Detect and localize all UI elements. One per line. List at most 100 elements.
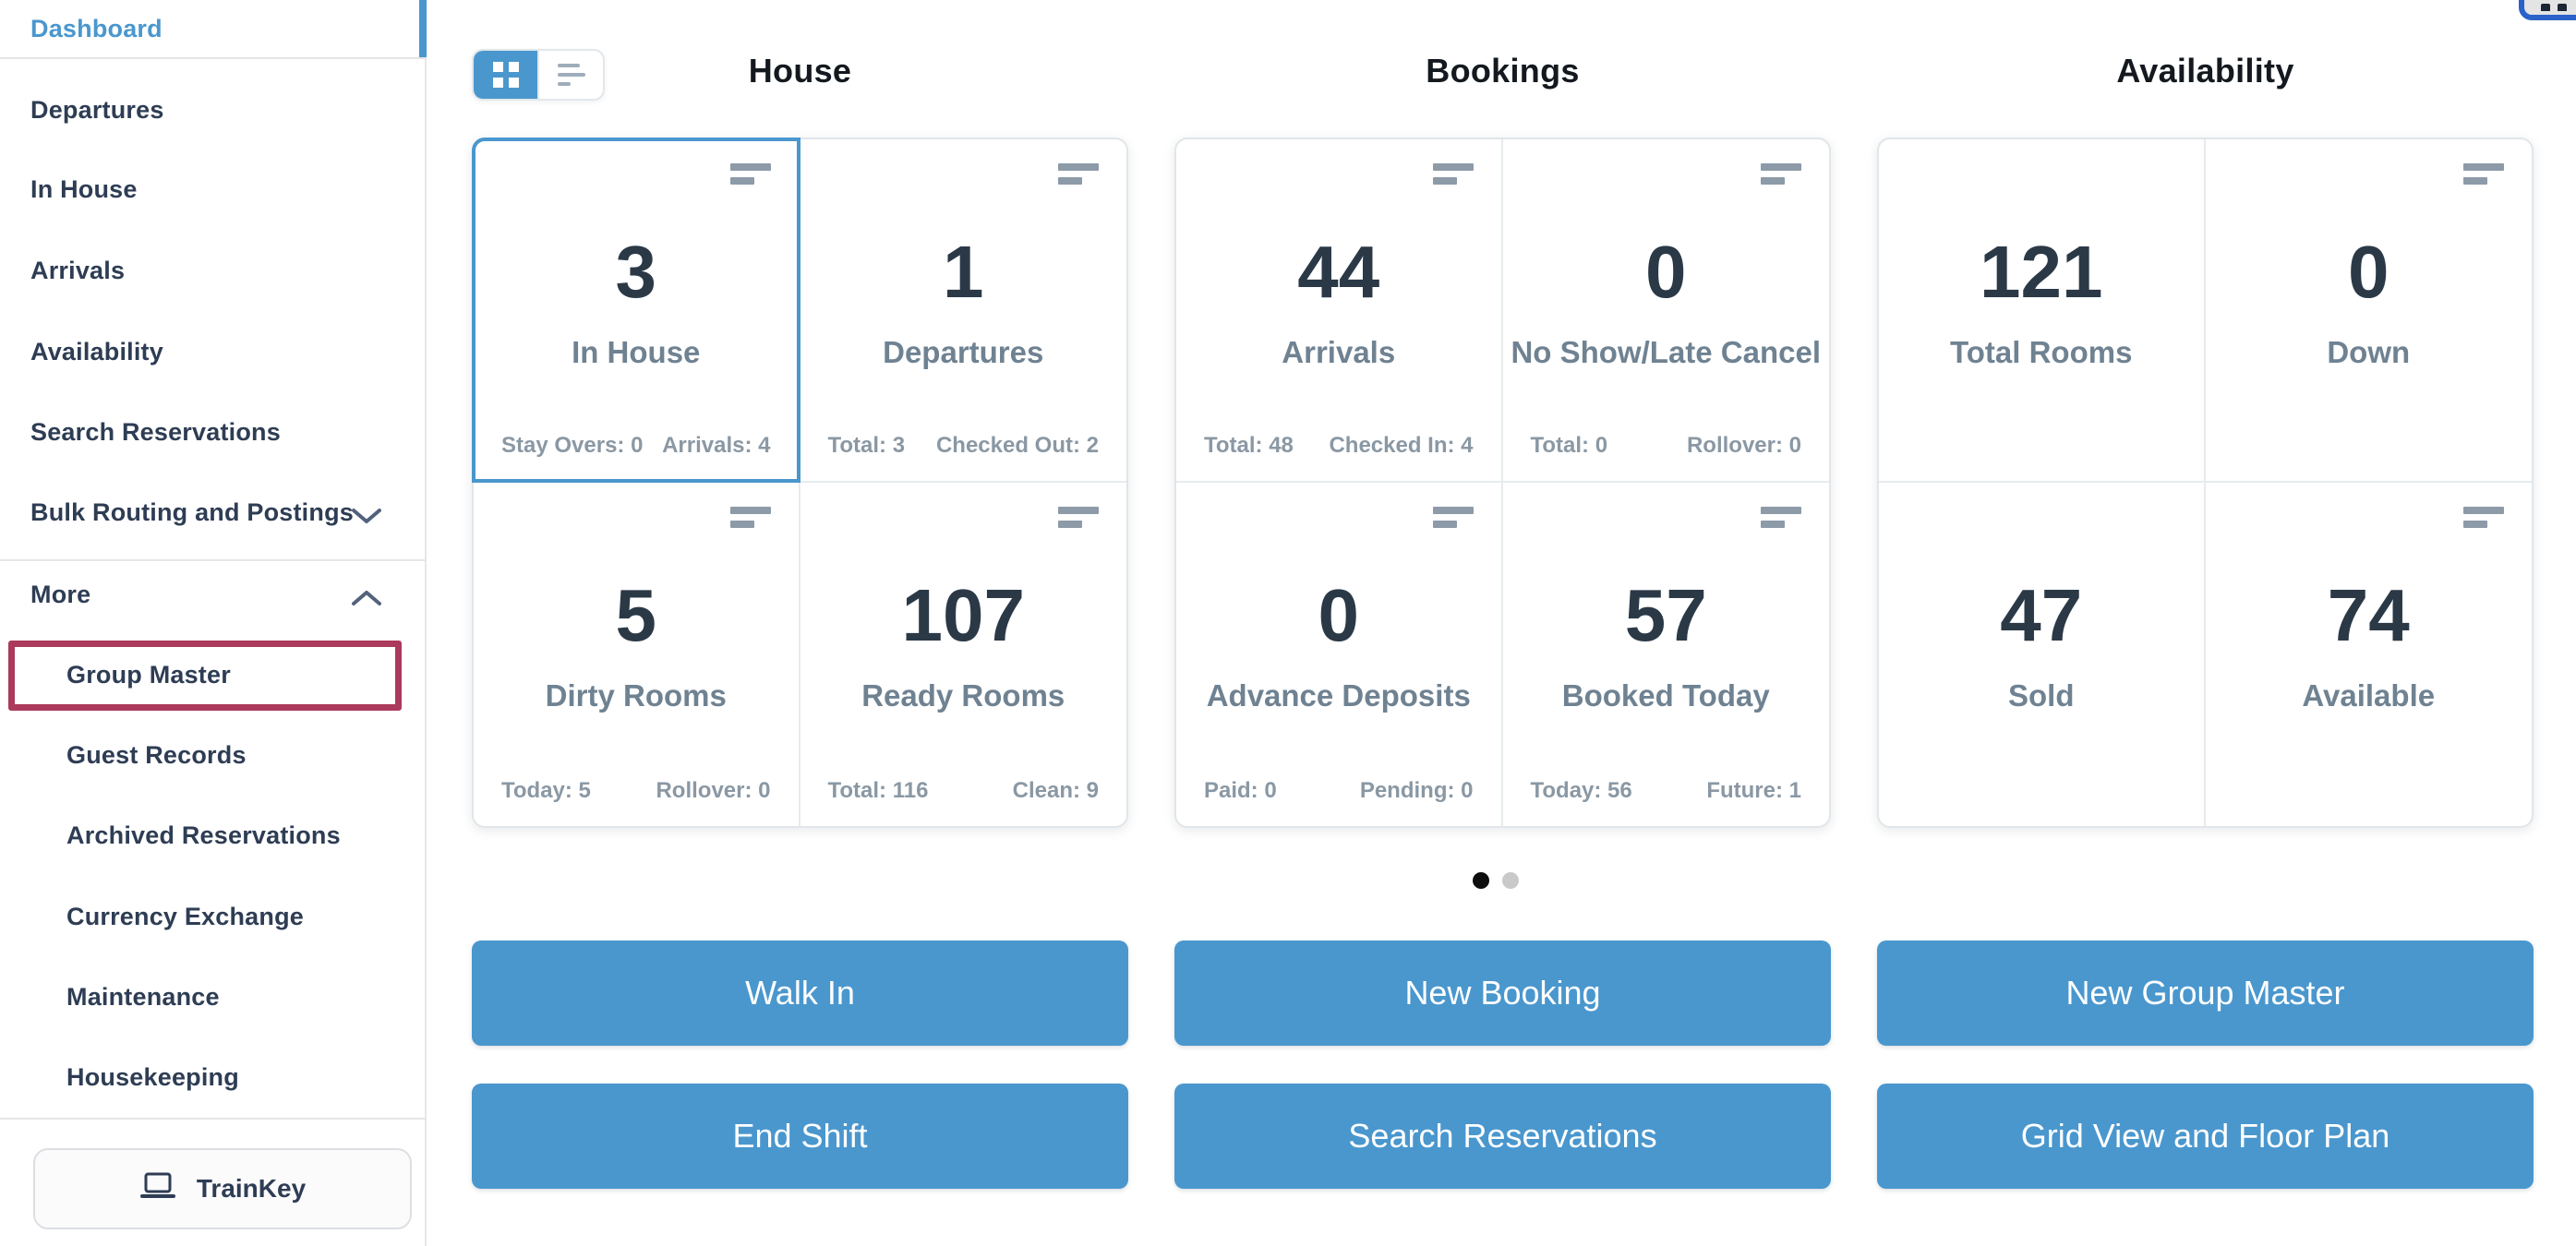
new-group-master-button[interactable]: New Group Master	[1877, 940, 2534, 1046]
grid-view-floor-plan-button[interactable]: Grid View and Floor Plan	[1877, 1084, 2534, 1189]
sidebar-item-label: Maintenance	[66, 982, 220, 1011]
sidebar-item-more[interactable]: More	[0, 555, 427, 634]
new-booking-button[interactable]: New Booking	[1174, 940, 1831, 1046]
sidebar-item-label: Arrivals	[30, 256, 126, 284]
pagination-dot-2[interactable]	[1502, 872, 1519, 889]
sidebar-item-label: Group Master	[66, 660, 231, 689]
sidebar-divider	[0, 1118, 427, 1120]
sidebar-item-search-reservations[interactable]: Search Reservations	[0, 392, 427, 472]
stat-value: 74	[2327, 574, 2410, 656]
grid-view-button[interactable]	[474, 51, 537, 99]
pagination-dot-1[interactable]	[1473, 872, 1489, 889]
sidebar-item-in-house[interactable]: In House	[0, 150, 427, 229]
card-menu-icon[interactable]	[1058, 507, 1099, 528]
card-menu-icon[interactable]	[729, 507, 771, 528]
sidebar-item-archived-reservations[interactable]: Archived Reservations	[0, 796, 427, 875]
search-reservations-button[interactable]: Search Reservations	[1174, 1084, 1831, 1189]
card-menu-icon[interactable]	[1432, 163, 1474, 185]
stat-card-advance-deposits[interactable]: 0 Advance Deposits Paid: 0 Pending: 0	[1176, 483, 1503, 826]
stat-value: 107	[901, 574, 1025, 656]
trainkey-button[interactable]: TrainKey	[33, 1148, 412, 1229]
sidebar-item-label: Dashboard	[30, 14, 163, 42]
card-group-availability: 121 Total Rooms 0 Down 47 Sold 74 Availa…	[1877, 138, 2534, 828]
list-icon	[557, 64, 585, 86]
stat-detail-right: Checked Out: 2	[935, 433, 1099, 458]
stat-card-down[interactable]: 0 Down	[2205, 139, 2532, 483]
sidebar-item-currency-exchange[interactable]: Currency Exchange	[0, 877, 427, 956]
stat-label: Down	[2327, 335, 2411, 369]
sidebar: Dashboard Departures In House Arrivals A…	[0, 0, 427, 1246]
card-menu-icon[interactable]	[2463, 163, 2504, 185]
stat-detail-left: Paid: 0	[1204, 778, 1277, 803]
stat-detail-left: Today: 56	[1530, 778, 1632, 803]
sidebar-item-maintenance[interactable]: Maintenance	[0, 957, 427, 1036]
stat-label: Sold	[2008, 678, 2075, 713]
stat-card-no-show-late-cancel[interactable]: 0 No Show/Late Cancel Total: 0 Rollover:…	[1502, 139, 1829, 483]
card-menu-icon[interactable]	[1761, 507, 1801, 528]
stat-card-arrivals[interactable]: 44 Arrivals Total: 48 Checked In: 4	[1176, 139, 1503, 483]
sidebar-item-label: Archived Reservations	[66, 821, 341, 849]
card-menu-icon[interactable]	[1432, 507, 1474, 528]
stat-value: 44	[1297, 231, 1380, 313]
end-shift-button[interactable]: End Shift	[472, 1084, 1128, 1189]
stat-value: 0	[1645, 231, 1687, 313]
sidebar-item-guest-records[interactable]: Guest Records	[0, 715, 427, 795]
sidebar-item-label: Bulk Routing and Postings	[30, 497, 354, 526]
card-menu-icon[interactable]	[2463, 507, 2504, 528]
card-group-bookings: 44 Arrivals Total: 48 Checked In: 4 0 No…	[1174, 138, 1831, 828]
sidebar-item-arrivals[interactable]: Arrivals	[0, 231, 427, 310]
sidebar-item-label: Currency Exchange	[66, 902, 304, 930]
stat-card-dirty-rooms[interactable]: 5 Dirty Rooms Today: 5 Rollover: 0	[474, 483, 800, 826]
stat-detail-right: Rollover: 0	[656, 778, 771, 803]
sidebar-item-label: Housekeeping	[66, 1062, 239, 1091]
stat-card-ready-rooms[interactable]: 107 Ready Rooms Total: 116 Clean: 9	[800, 483, 1127, 826]
sidebar-item-label: Guest Records	[66, 740, 247, 769]
stat-detail-right: Rollover: 0	[1686, 433, 1801, 458]
stat-value: 0	[2348, 231, 2389, 313]
sidebar-item-departures[interactable]: Departures	[0, 70, 427, 150]
sidebar-item-dashboard[interactable]: Dashboard	[0, 0, 427, 57]
sidebar-item-label: Departures	[30, 95, 164, 124]
stat-label: Advance Deposits	[1206, 678, 1471, 713]
stat-footer: Total: 3 Checked Out: 2	[828, 433, 1100, 459]
sidebar-item-availability[interactable]: Availability	[0, 312, 427, 391]
corner-badge-icon[interactable]	[2519, 0, 2576, 20]
walk-in-button[interactable]: Walk In	[472, 940, 1128, 1046]
sidebar-item-label: Search Reservations	[30, 417, 281, 446]
sidebar-item-group-master[interactable]: Group Master	[0, 635, 427, 714]
stat-detail-right: Pending: 0	[1359, 778, 1474, 803]
stat-footer: Stay Overs: 0 Arrivals: 4	[501, 433, 771, 459]
list-view-button[interactable]	[537, 51, 603, 99]
stat-card-booked-today[interactable]: 57 Booked Today Today: 56 Future: 1	[1503, 483, 1830, 826]
stat-detail-left: Total: 3	[827, 433, 906, 458]
sidebar-item-label: More	[30, 580, 91, 608]
view-toggle	[472, 49, 605, 101]
section-title-bookings: Bookings	[1426, 52, 1580, 90]
stat-footer: Total: 48 Checked In: 4	[1204, 433, 1474, 459]
stat-card-sold[interactable]: 47 Sold	[1879, 483, 2206, 826]
stat-card-available[interactable]: 74 Available	[2206, 483, 2533, 826]
stat-label: In House	[572, 335, 701, 369]
stat-label: No Show/Late Cancel	[1511, 335, 1822, 369]
stat-card-departures[interactable]: 1 Departures Total: 3 Checked Out: 2	[800, 139, 1126, 483]
sidebar-item-housekeeping[interactable]: Housekeeping	[0, 1037, 427, 1117]
card-menu-icon[interactable]	[1058, 163, 1099, 185]
stat-label: Ready Rooms	[861, 678, 1065, 713]
sidebar-item-label: Availability	[30, 337, 163, 365]
stat-value: 57	[1624, 574, 1707, 656]
stat-card-total-rooms[interactable]: 121 Total Rooms	[1879, 139, 2206, 483]
card-menu-icon[interactable]	[1761, 163, 1801, 185]
stat-card-in-house[interactable]: 3 In House Stay Overs: 0 Arrivals: 4	[472, 138, 800, 483]
sidebar-divider	[0, 559, 427, 561]
chevron-down-icon	[351, 503, 382, 523]
carousel-pagination	[1473, 872, 1519, 889]
stat-detail-right: Future: 1	[1706, 778, 1801, 803]
card-menu-icon[interactable]	[729, 163, 771, 185]
sidebar-divider	[0, 57, 427, 59]
stat-label: Dirty Rooms	[545, 678, 727, 713]
sidebar-item-bulk-routing[interactable]: Bulk Routing and Postings	[0, 473, 427, 552]
stat-footer: Total: 116 Clean: 9	[828, 778, 1100, 804]
stat-detail-left: Total: 116	[827, 778, 929, 803]
section-title-availability: Availability	[2116, 52, 2294, 90]
